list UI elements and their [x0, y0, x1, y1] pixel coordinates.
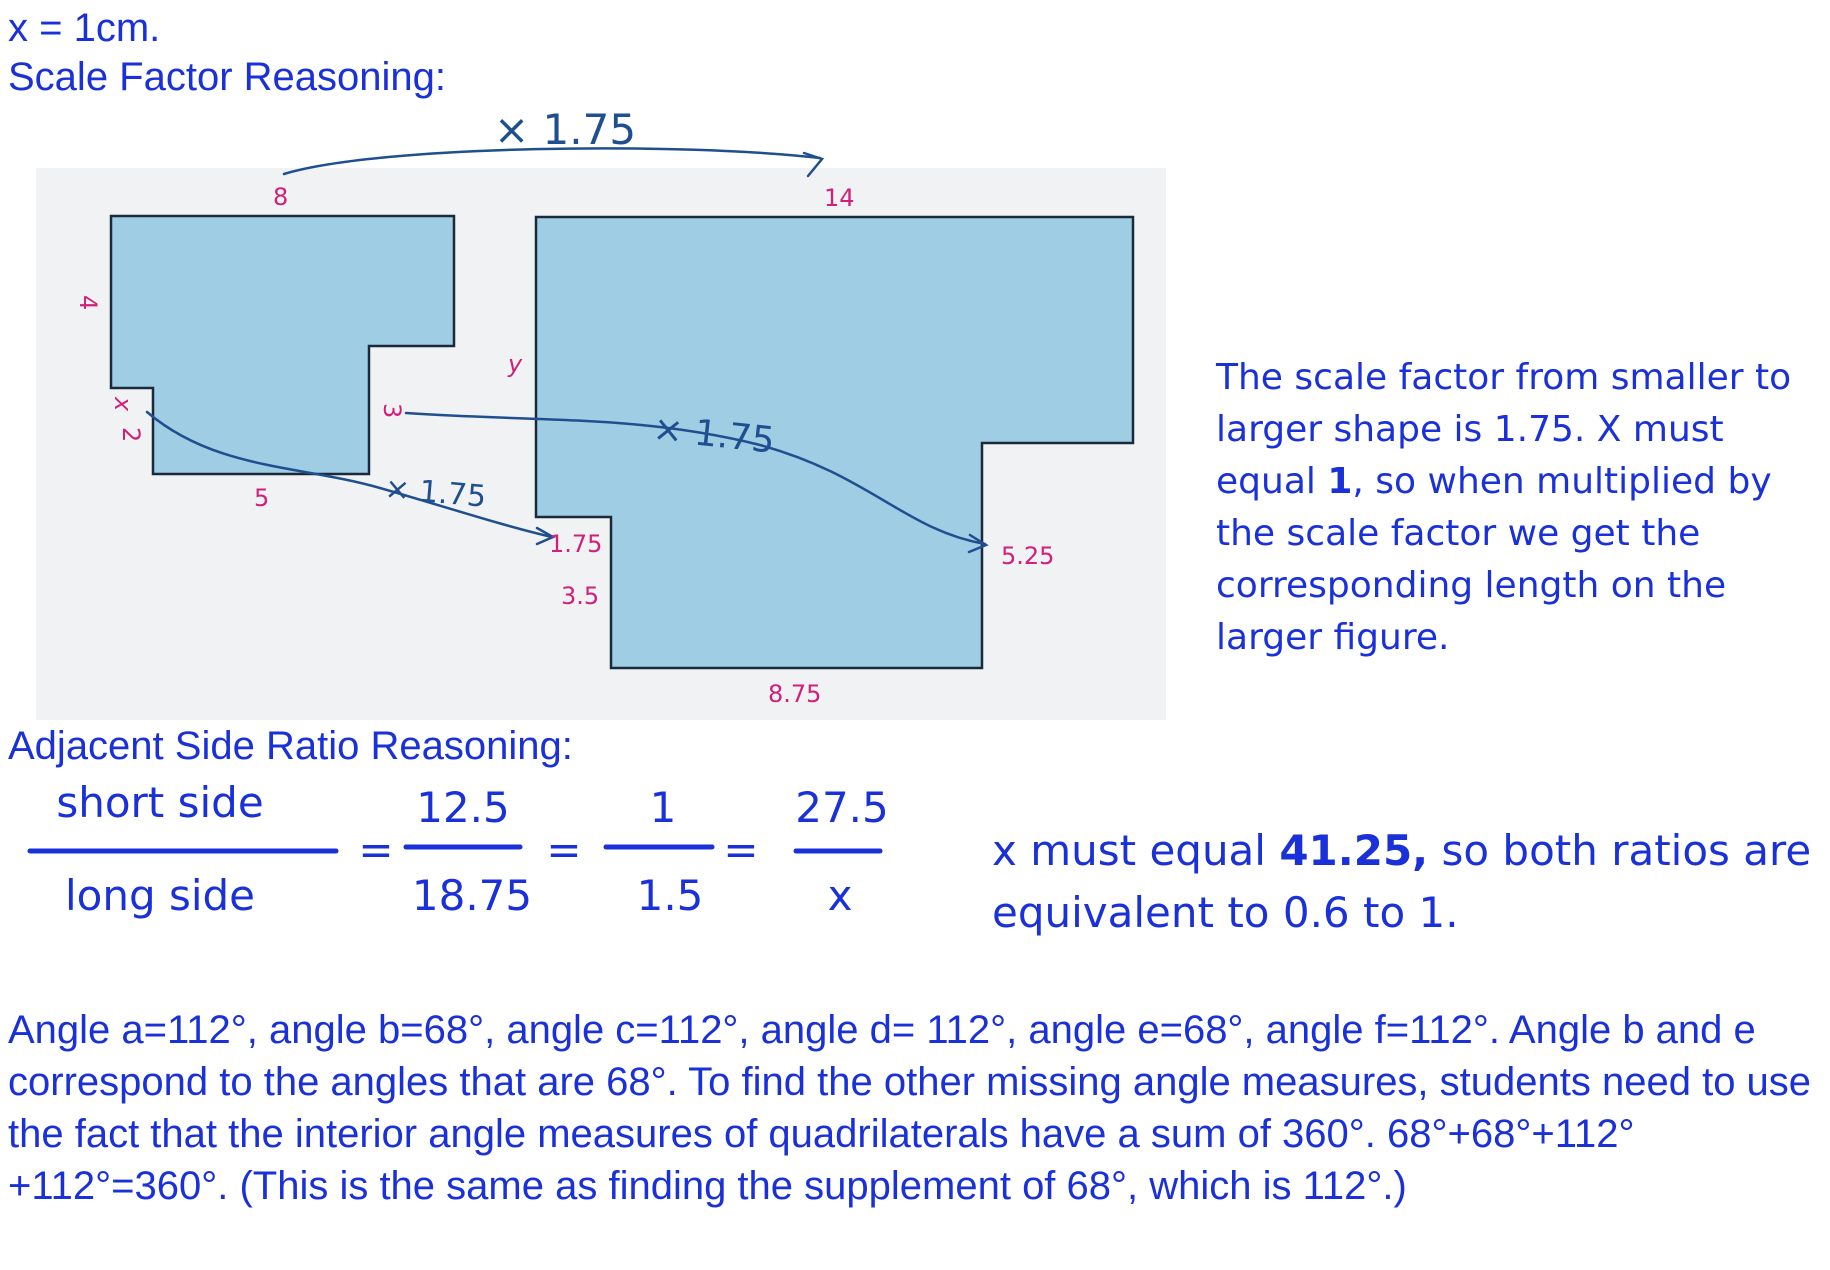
ratio-answer-before: x must equal: [992, 826, 1280, 875]
small-three-label: 3: [378, 403, 406, 418]
ratio-denominator-2: 18.75: [412, 871, 532, 920]
scale-annotation-top: × 1.75: [494, 105, 636, 154]
ratio-answer-bold: 41.25,: [1279, 826, 1429, 875]
scale-arrow-top: [282, 147, 822, 176]
ratio-numerator-4: 27.5: [795, 783, 889, 832]
small-top-label: 8: [273, 183, 288, 211]
ratio-numerator-3: 1: [650, 783, 677, 832]
ratio-heading: Adjacent Side Ratio Reasoning:: [8, 724, 573, 768]
scale-arrow-middle-head: [967, 533, 989, 554]
small-bottom-label: 5: [254, 484, 269, 512]
scale-note-bold: 1: [1327, 461, 1353, 502]
ratio-equals-3: =: [723, 825, 758, 874]
large-525-label: 5.25: [1001, 542, 1054, 570]
small-shape: [109, 214, 456, 476]
large-top-label: 14: [824, 184, 855, 212]
large-bottom-label: 8.75: [768, 680, 821, 708]
small-two-label: 2: [117, 427, 145, 442]
scale-arrow-lower-head: [535, 526, 556, 546]
large-175-label: 1.75: [549, 530, 602, 558]
ratio-answer-after: so both ratios are equivalent to 0.6 to …: [992, 826, 1812, 937]
ratio-numerator-words: short side: [56, 778, 263, 827]
small-left-label: 4: [74, 295, 102, 310]
ratio-equals-2: =: [546, 825, 581, 874]
scale-note-before: The scale factor from smaller to larger …: [1216, 357, 1792, 502]
scale-factor-heading: Scale Factor Reasoning:: [8, 55, 447, 99]
ratio-denominator-words: long side: [65, 871, 255, 920]
large-35-label: 3.5: [561, 582, 599, 610]
ratio-answer: x must equal 41.25, so both ratios are e…: [992, 820, 1822, 944]
ratio-denominator-3: 1.5: [637, 871, 704, 920]
x-value-text: x = 1cm.: [8, 6, 161, 50]
scale-factor-explanation: The scale factor from smaller to larger …: [1216, 352, 1826, 664]
ratio-numerator-2: 12.5: [416, 783, 510, 832]
ratio-denominator-4: x: [828, 871, 853, 920]
scale-arrow-top-head: [802, 151, 825, 178]
scale-arrow-lower: [145, 410, 554, 539]
large-shape: [534, 215, 1135, 670]
small-x-label: x: [109, 396, 137, 412]
large-y-label: y: [507, 350, 523, 378]
ratio-equals-1: =: [358, 825, 393, 874]
scale-arrow-middle: [404, 411, 987, 546]
scale-note-after: , so when multiplied by the scale factor…: [1216, 461, 1772, 658]
angles-explanation: Angle a=112°, angle b=68°, angle c=112°,…: [8, 1008, 1812, 1208]
